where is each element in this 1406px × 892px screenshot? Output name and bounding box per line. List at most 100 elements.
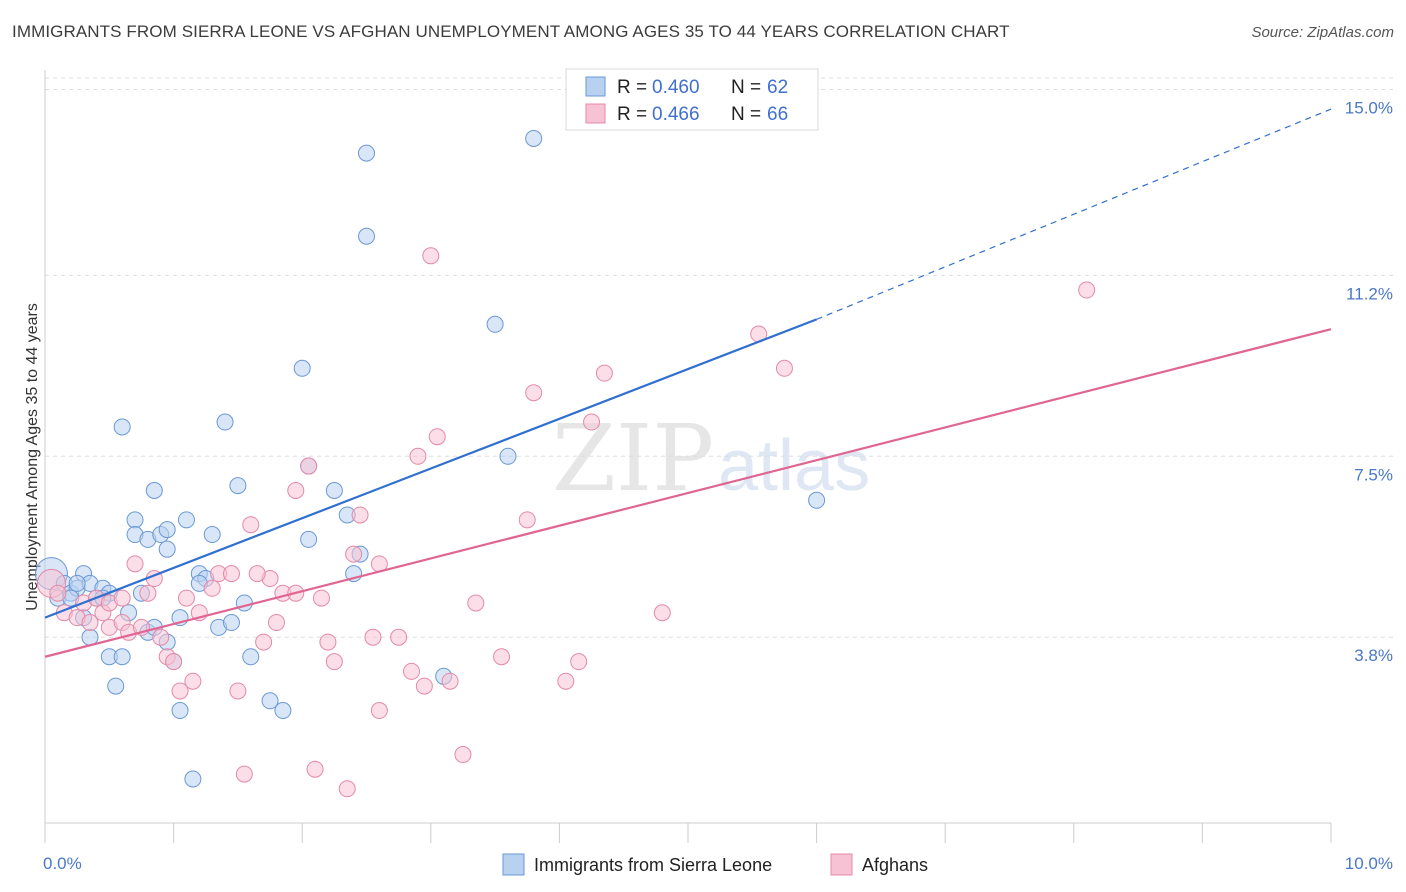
trendline-sierra-leone (44, 318, 817, 619)
point-afghans (139, 584, 157, 602)
stats-legend-n-label-1: N = (731, 77, 761, 98)
point-sierra-leone (274, 702, 292, 720)
point-sierra-leone (358, 227, 375, 245)
point-afghans (441, 672, 459, 690)
stats-legend-box (565, 68, 819, 131)
x-tick-label: 0.0% (43, 854, 82, 873)
point-sierra-leone (145, 482, 163, 500)
point-sierra-leone (293, 359, 311, 377)
point-afghans (49, 584, 67, 602)
point-afghans (493, 648, 511, 666)
point-afghans (222, 565, 240, 583)
point-sierra-leone (242, 648, 260, 666)
stats-legend-swatch-pink (585, 103, 606, 124)
point-afghans (325, 653, 343, 671)
point-sierra-leone (113, 418, 131, 436)
stats-legend-r-label-2: R = (617, 104, 647, 125)
stats-legend-n-label-2: N = (731, 104, 761, 125)
series-legend-label-afghans[interactable]: Afghans (862, 855, 928, 875)
point-sierra-leone (300, 530, 318, 548)
stats-legend-n-value-2: 66 (767, 104, 788, 125)
stats-legend-swatch-blue (585, 76, 606, 97)
point-sierra-leone (177, 511, 195, 529)
point-afghans (126, 555, 144, 573)
point-sierra-leone (203, 526, 221, 544)
series-legend-swatch-sierra-leone[interactable] (502, 853, 525, 876)
point-sierra-leone (184, 770, 202, 788)
point-afghans (390, 628, 408, 646)
point-afghans (583, 413, 601, 431)
y-axis-label: Unemployment Among Ages 35 to 44 years (24, 303, 41, 611)
chart-title: IMMIGRANTS FROM SIERRA LEONE VS AFGHAN U… (12, 22, 1010, 41)
point-afghans (415, 677, 433, 695)
point-afghans (653, 604, 671, 622)
point-afghans (171, 682, 189, 700)
point-sierra-leone (499, 447, 517, 465)
point-afghans (235, 765, 253, 783)
point-sierra-leone (107, 677, 125, 695)
trend-layer (44, 108, 1332, 658)
watermark-zip: ZIP (552, 405, 714, 512)
points-layer (34, 129, 1096, 798)
point-afghans (113, 589, 131, 607)
point-sierra-leone (113, 648, 131, 666)
point-afghans (267, 614, 285, 632)
y-tick-label: 7.5% (1354, 465, 1393, 484)
series-legend-swatch-afghans[interactable] (830, 853, 853, 876)
point-afghans (248, 565, 266, 583)
point-sierra-leone (261, 692, 279, 710)
point-sierra-leone (486, 315, 504, 333)
point-afghans (364, 628, 382, 646)
point-afghans (467, 594, 485, 612)
x-tick-label: 10.0% (1345, 854, 1393, 873)
point-afghans (319, 633, 337, 651)
point-sierra-leone (325, 482, 343, 500)
point-afghans (152, 628, 170, 646)
point-afghans (351, 506, 369, 524)
point-afghans (422, 247, 440, 265)
point-afghans (525, 384, 543, 402)
stats-legend-r-value-2: 0.466 (652, 104, 700, 125)
point-sierra-leone (158, 540, 176, 558)
point-sierra-leone (158, 521, 176, 539)
trendline-afghans (44, 328, 1332, 658)
stats-legend-r-label-1: R = (617, 77, 647, 98)
point-sierra-leone (229, 477, 247, 495)
point-afghans (255, 633, 273, 651)
point-afghans (454, 746, 472, 764)
point-afghans (370, 702, 388, 720)
point-afghans (403, 662, 421, 680)
series-legend: Immigrants from Sierra Leone Afghans (502, 853, 928, 876)
point-sierra-leone (222, 614, 240, 632)
y-tick-label: 3.8% (1354, 646, 1393, 665)
point-afghans (242, 516, 260, 534)
point-sierra-leone (525, 129, 543, 147)
y-tick-label: 11.2% (1346, 284, 1393, 303)
point-sierra-leone (171, 702, 189, 720)
point-afghans (229, 682, 247, 700)
point-afghans (81, 614, 99, 632)
point-sierra-leone (126, 511, 144, 529)
point-afghans (345, 545, 363, 563)
point-afghans (570, 653, 588, 671)
stats-legend: R = 0.460 N = 62 R = 0.466 N = 66 (565, 68, 819, 131)
point-afghans (518, 511, 536, 529)
y-tick-label: 15.0% (1345, 99, 1393, 118)
chart-source: Source: ZipAtlas.com (1251, 24, 1394, 41)
point-afghans (312, 589, 330, 607)
point-sierra-leone (808, 491, 826, 509)
point-afghans (306, 760, 324, 778)
series-legend-label-sierra-leone[interactable]: Immigrants from Sierra Leone (534, 855, 772, 875)
point-afghans (287, 482, 305, 500)
stats-legend-r-value-1: 0.460 (652, 77, 700, 98)
point-afghans (557, 672, 575, 690)
point-afghans (338, 780, 356, 798)
axis-layer: 0.0% 10.0% 3.8% 7.5% 11.2% 15.0% (43, 70, 1393, 873)
point-afghans (428, 428, 446, 446)
point-afghans (409, 447, 427, 465)
point-afghans (177, 589, 195, 607)
point-afghans (184, 672, 202, 690)
point-sierra-leone (235, 594, 253, 612)
point-afghans (1078, 281, 1096, 299)
